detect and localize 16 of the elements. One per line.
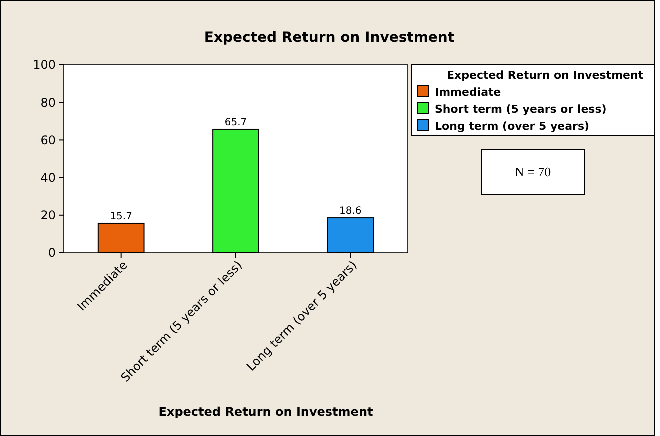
y-tick-label: 100 <box>33 58 56 72</box>
x-axis-title: Expected Return on Investment <box>158 405 374 419</box>
legend-title: Expected Return on Investment <box>447 69 644 82</box>
data-label: 65.7 <box>224 117 248 128</box>
legend-label: Immediate <box>435 86 502 99</box>
legend-label: Long term (over 5 years) <box>435 120 590 133</box>
data-label: 15.7 <box>110 211 132 222</box>
chart-title: Expected Return on Investment <box>204 30 455 46</box>
y-tick-label: 80 <box>40 96 56 110</box>
text: N = 70 <box>514 164 552 180</box>
legend-label: Short term (5 years or less) <box>435 102 607 116</box>
y-tick-label: 40 <box>40 171 56 185</box>
y-tick-label: 20 <box>40 208 56 223</box>
data-label: 18.6 <box>340 206 362 218</box>
y-tick-label: 0 <box>48 246 56 260</box>
y-tick-label: 60 <box>40 133 56 148</box>
